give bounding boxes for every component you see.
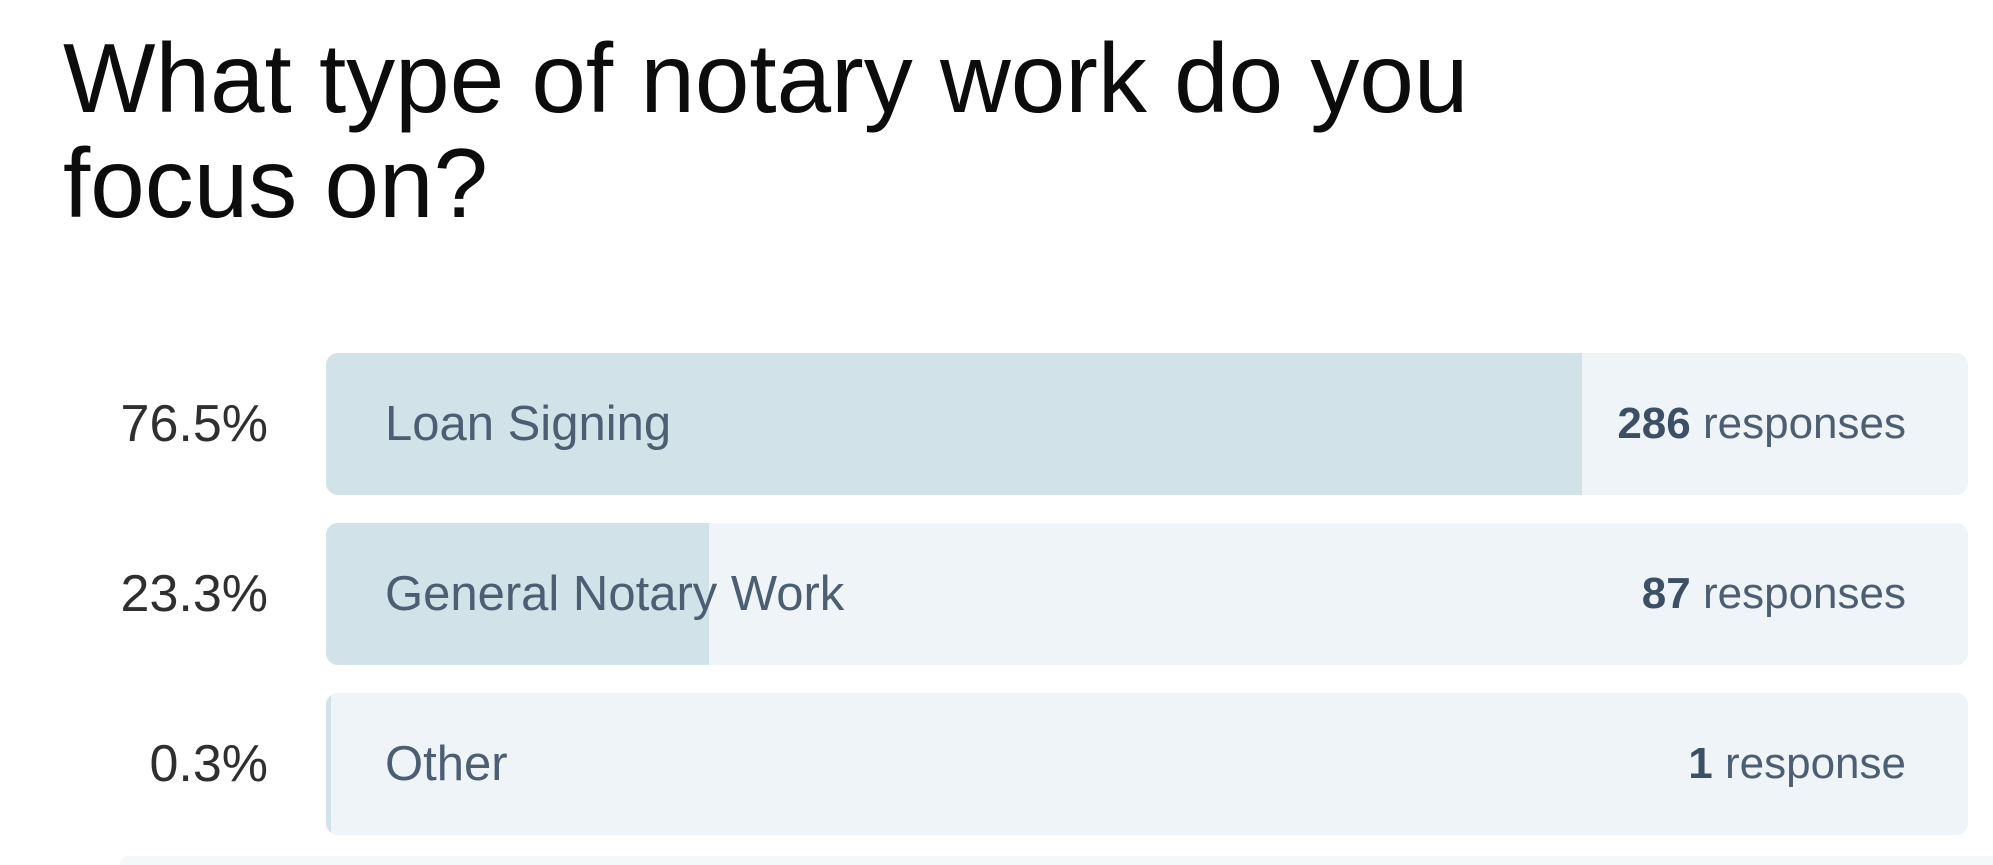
- chart-title-line1: What type of notary work do you: [63, 23, 1469, 133]
- bar-row-other: 0.3% Other 1 response: [0, 693, 1993, 835]
- chart-title: What type of notary work do you focus on…: [63, 26, 1468, 236]
- percent-label: 0.3%: [149, 735, 268, 793]
- response-count-number: 87: [1641, 569, 1691, 618]
- chart-title-line2: focus on?: [63, 128, 488, 238]
- response-count-unit: response: [1724, 739, 1906, 788]
- bar-chart: 76.5% Loan Signing 286 responses 23.3% G…: [0, 353, 1993, 835]
- response-count-unit: responses: [1702, 569, 1906, 618]
- response-count-unit: responses: [1702, 399, 1906, 448]
- bar-track: General Notary Work 87 responses: [326, 523, 1968, 665]
- percent-label: 23.3%: [120, 565, 268, 623]
- response-count-number: 1: [1688, 739, 1713, 788]
- response-count-number: 286: [1617, 399, 1691, 448]
- bar-row-loan-signing: 76.5% Loan Signing 286 responses: [0, 353, 1993, 495]
- next-card-edge: [120, 856, 1993, 865]
- bar-row-general-notary-work: 23.3% General Notary Work 87 responses: [0, 523, 1993, 665]
- bar-category-label: Loan Signing: [385, 397, 672, 451]
- bar-fill: [326, 353, 1583, 495]
- bar-category-label: General Notary Work: [385, 567, 845, 621]
- response-count: 87 responses: [1642, 569, 1906, 619]
- bar-category-label: Other: [385, 737, 508, 791]
- response-count: 1 response: [1688, 739, 1906, 789]
- response-count: 286 responses: [1617, 399, 1906, 449]
- bar-fill: [326, 523, 709, 665]
- bar-fill: [326, 693, 331, 835]
- bar-track: Loan Signing 286 responses: [326, 353, 1968, 495]
- bar-track: Other 1 response: [326, 693, 1968, 835]
- percent-label: 76.5%: [120, 395, 268, 453]
